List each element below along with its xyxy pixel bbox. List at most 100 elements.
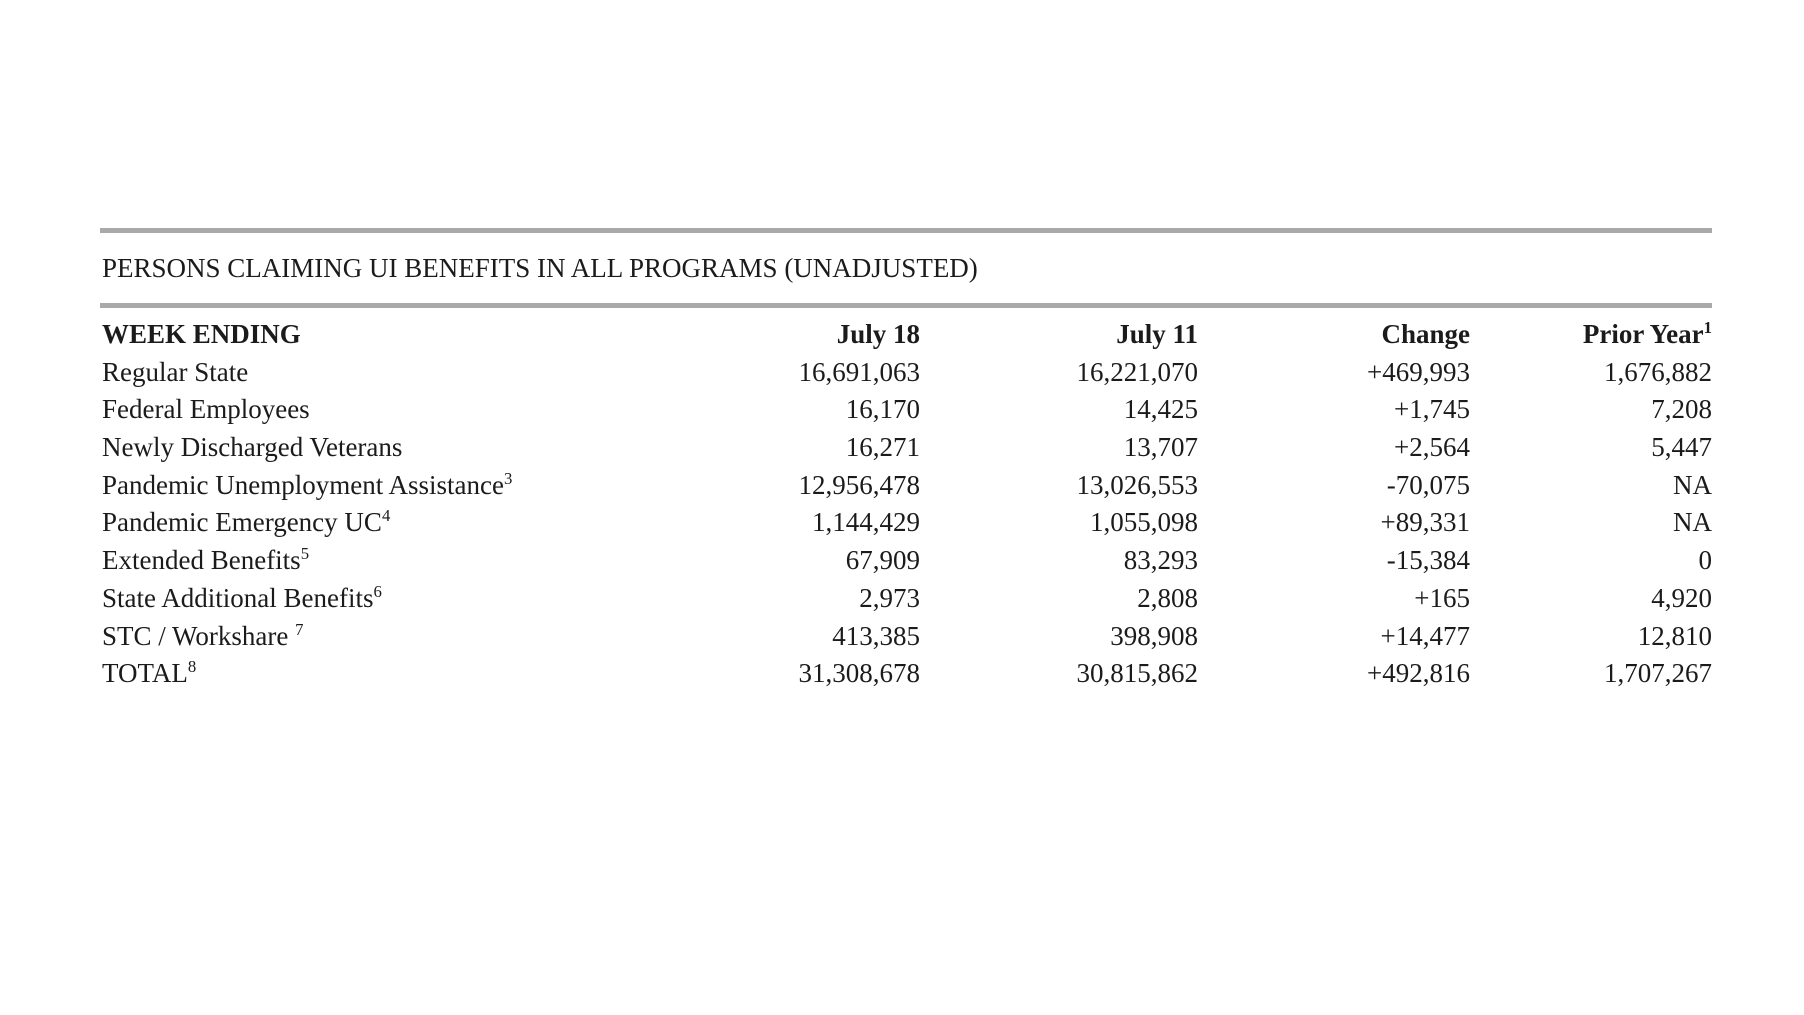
cell-july-11: 30,815,862	[920, 655, 1199, 693]
cell-value: 13,707	[1123, 432, 1198, 463]
cell-value: +2,564	[1394, 432, 1470, 463]
table-row: Federal Employees 16,170 14,425 +1,745 7,208	[100, 391, 1712, 429]
cell-value: 1,676,882	[1604, 356, 1712, 387]
cell-value: NA	[1673, 469, 1712, 500]
row-label: TOTAL8	[100, 655, 620, 693]
footnote-marker: 1	[1703, 318, 1712, 337]
cell-prior-year: 12,810	[1470, 618, 1712, 656]
cell-value: 0	[1698, 545, 1713, 576]
cell-prior-year: 7,208	[1470, 391, 1712, 429]
table-row: Pandemic Unemployment Assistance3 12,956,…	[100, 467, 1712, 505]
cell-value: 2,973	[859, 582, 920, 613]
row-label: Pandemic Unemployment Assistance3	[100, 467, 620, 505]
column-header-prior-year: Prior Year1	[1470, 316, 1712, 354]
table-row: State Additional Benefits6 2,973 2,808 +165…	[100, 580, 1712, 618]
cell-value: +1,745	[1394, 394, 1470, 425]
cell-change: +492,816	[1198, 655, 1470, 693]
cell-july-11: 13,707	[920, 429, 1198, 467]
cell-value: 83,293	[1123, 545, 1198, 576]
cell-prior-year: NA	[1470, 467, 1712, 505]
cell-july-11: 13,026,553	[920, 467, 1199, 505]
footnote-marker: 7	[295, 619, 304, 639]
cell-july-18: 67,909	[620, 542, 920, 580]
cell-july-11: 398,908	[920, 618, 1198, 656]
row-label: State Additional Benefits6	[100, 580, 620, 618]
row-label: Regular State	[100, 354, 620, 392]
cell-july-18: 413,385	[620, 618, 920, 656]
table-row: TOTAL8 31,308,678 30,815,862 +492,816 1,707,…	[100, 655, 1712, 693]
cell-change: +1,745	[1198, 391, 1470, 429]
cell-value: 14,425	[1123, 394, 1198, 425]
cell-text: Newly Discharged Veterans	[102, 432, 403, 463]
cell-value: 30,815,862	[1076, 658, 1199, 689]
cell-value: NA	[1673, 507, 1712, 538]
cell-july-18: 16,691,063	[620, 354, 921, 392]
cell-text: Pandemic Emergency UC	[102, 507, 382, 538]
table-header-row: WEEK ENDING July 18 July 11 Change Prior Yea…	[100, 316, 1712, 354]
cell-value: +492,816	[1367, 658, 1470, 689]
cell-value: 398,908	[1110, 620, 1198, 651]
cell-value: 4,920	[1651, 582, 1712, 613]
top-rule	[100, 228, 1712, 233]
cell-value: +165	[1414, 582, 1470, 613]
cell-prior-year: 5,447	[1470, 429, 1712, 467]
cell-value: 1,707,267	[1604, 658, 1712, 689]
cell-value: 12,810	[1637, 620, 1712, 651]
cell-change: -70,075	[1198, 467, 1470, 505]
cell-text: Extended Benefits	[102, 545, 301, 576]
cell-value: July 11	[1116, 319, 1198, 349]
cell-value: 1,144,429	[812, 507, 920, 538]
cell-text: WEEK ENDING	[102, 319, 301, 349]
cell-july-18: 12,956,478	[620, 467, 921, 505]
row-label: Pandemic Emergency UC4	[100, 504, 620, 542]
cell-prior-year: NA	[1470, 504, 1712, 542]
cell-value: 12,956,478	[798, 469, 921, 500]
column-header-july-11: July 11	[920, 316, 1198, 354]
cell-text: Regular State	[102, 356, 249, 387]
cell-prior-year: 0	[1470, 542, 1713, 580]
document-title: PERSONS CLAIMING UI BENEFITS IN ALL PROG…	[102, 253, 978, 283]
cell-change: -15,384	[1198, 542, 1470, 580]
footnote-marker: 5	[300, 544, 310, 564]
cell-value: 1,055,098	[1090, 507, 1198, 538]
cell-value: 16,170	[845, 394, 920, 425]
cell-value: +469,993	[1367, 356, 1470, 387]
cell-value: 16,221,070	[1076, 356, 1199, 387]
cell-value: -15,384	[1386, 545, 1470, 576]
cell-value: Prior Year	[1582, 319, 1704, 349]
cell-prior-year: 4,920	[1470, 580, 1712, 618]
row-label: Newly Discharged Veterans	[100, 429, 620, 467]
table-body: Regular State 16,691,063 16,221,070 +469,99…	[100, 354, 1712, 693]
cell-change: +14,477	[1198, 618, 1470, 656]
cell-change: +165	[1198, 580, 1470, 618]
footnote-marker: 6	[373, 581, 382, 601]
footnote-marker: 4	[381, 506, 391, 526]
row-label: Federal Employees	[100, 391, 620, 429]
cell-value: 2,808	[1137, 582, 1198, 613]
row-label: STC / Workshare 7	[100, 618, 620, 656]
cell-change: +2,564	[1198, 429, 1470, 467]
footnote-marker: 8	[187, 657, 197, 677]
cell-text: TOTAL	[102, 658, 188, 689]
cell-value: -70,075	[1386, 469, 1470, 500]
table-row: STC / Workshare 7 413,385 398,908 +14,477 12…	[100, 618, 1712, 656]
cell-july-11: 2,808	[920, 580, 1198, 618]
cell-change: +469,993	[1198, 354, 1470, 392]
table-row: Newly Discharged Veterans 16,271 13,707 +2,…	[100, 429, 1712, 467]
cell-change: +89,331	[1198, 504, 1470, 542]
cell-july-18: 16,271	[620, 429, 920, 467]
cell-july-18: 1,144,429	[620, 504, 920, 542]
cell-value: 413,385	[832, 620, 920, 651]
column-header-week-ending: WEEK ENDING	[100, 316, 620, 354]
footnote-marker: 3	[503, 468, 513, 488]
cell-value: 16,271	[845, 432, 920, 463]
table-row: Pandemic Emergency UC4 1,144,429 1,055,098…	[100, 504, 1712, 542]
cell-prior-year: 1,676,882	[1470, 354, 1712, 392]
cell-text: Pandemic Unemployment Assistance	[102, 469, 504, 500]
cell-july-18: 2,973	[620, 580, 920, 618]
cell-july-18: 31,308,678	[620, 655, 921, 693]
cell-july-11: 83,293	[920, 542, 1198, 580]
cell-value: 13,026,553	[1076, 469, 1199, 500]
cell-value: +89,331	[1380, 507, 1470, 538]
column-header-july-18: July 18	[620, 316, 920, 354]
